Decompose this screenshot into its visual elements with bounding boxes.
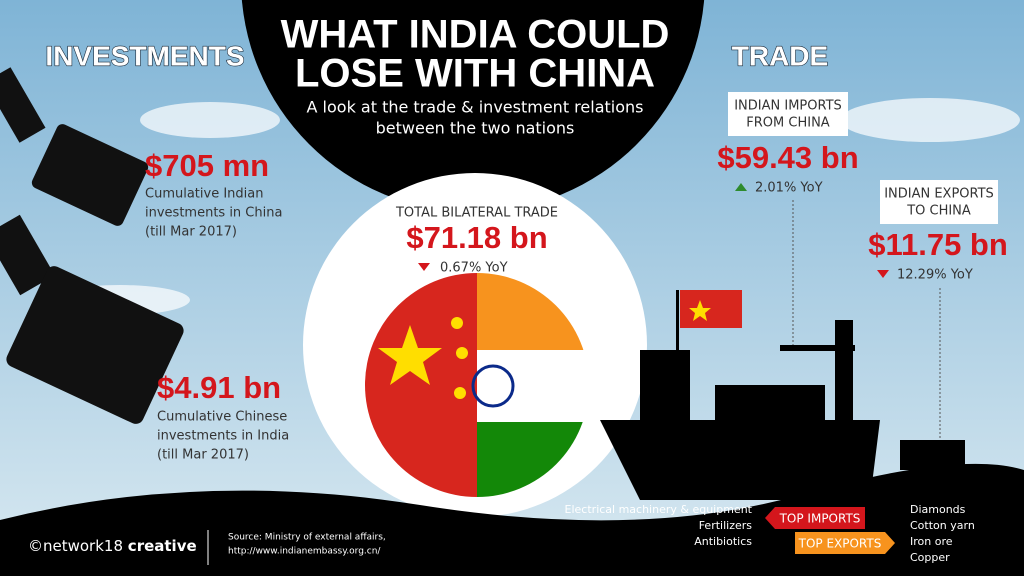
- stat-label: INDIAN EXPORTS: [884, 187, 994, 202]
- stat-change: 0.67% YoY: [440, 261, 508, 276]
- source: Source: Ministry of external affairs,: [228, 533, 386, 543]
- label-box: [728, 92, 848, 136]
- title: LOSE WITH CHINA: [295, 52, 655, 96]
- brand-bold: creative: [128, 537, 197, 555]
- source: http://www.indianembassy.org.cn/: [228, 547, 381, 557]
- down-arrow: [418, 263, 430, 271]
- stat-label: (till Mar 2017): [145, 225, 237, 240]
- import-item: Fertilizers: [699, 519, 753, 532]
- label-box: [880, 180, 998, 224]
- subtitle: between the two nations: [376, 119, 575, 138]
- stat-value: $11.75 bn: [868, 227, 1008, 262]
- import-item: Electrical machinery & equipment: [565, 503, 753, 516]
- brand-light: ©network18: [28, 537, 123, 555]
- stat-value: $705 mn: [145, 148, 269, 183]
- stat-label: (till Mar 2017): [157, 448, 249, 463]
- title: WHAT INDIA COULD: [281, 13, 670, 57]
- down-arrow: [877, 270, 889, 278]
- stat-label: TO CHINA: [906, 204, 971, 219]
- stat-label: TOTAL BILATERAL TRADE: [395, 206, 558, 221]
- export-item: Copper: [910, 551, 950, 564]
- briefcases: [0, 67, 184, 424]
- title-circle: [241, 0, 705, 212]
- stat-value: $59.43 bn: [717, 140, 858, 175]
- stat-change: 2.01% YoY: [755, 181, 823, 196]
- stat-label: investments in China: [145, 206, 282, 221]
- section-heading: INVESTMENTS: [45, 40, 244, 71]
- tag-label: TOP IMPORTS: [779, 512, 861, 526]
- tag-label: TOP EXPORTS: [798, 537, 882, 551]
- up-arrow: [735, 183, 747, 191]
- tag: [795, 532, 895, 554]
- stat-label: investments in India: [157, 429, 289, 444]
- stat-label: Cumulative Chinese: [157, 410, 287, 425]
- import-item: Antibiotics: [694, 535, 752, 548]
- brand: ©network18 creative: [28, 537, 197, 555]
- stat-value: $71.18 bn: [406, 220, 547, 255]
- tag: [765, 507, 865, 529]
- stat-label: FROM CHINA: [746, 116, 830, 131]
- export-item: Cotton yarn: [910, 519, 975, 532]
- stat-label: INDIAN IMPORTS: [734, 99, 842, 114]
- stat-change: 12.29% YoY: [897, 268, 973, 283]
- stat-value: $4.91 bn: [157, 370, 281, 405]
- ship: [0, 290, 1024, 576]
- export-item: Diamonds: [910, 503, 966, 516]
- subtitle: A look at the trade & investment relatio…: [307, 98, 644, 117]
- export-item: Iron ore: [910, 535, 953, 548]
- stat-label: Cumulative Indian: [145, 187, 263, 202]
- section-heading: TRADE: [732, 40, 828, 71]
